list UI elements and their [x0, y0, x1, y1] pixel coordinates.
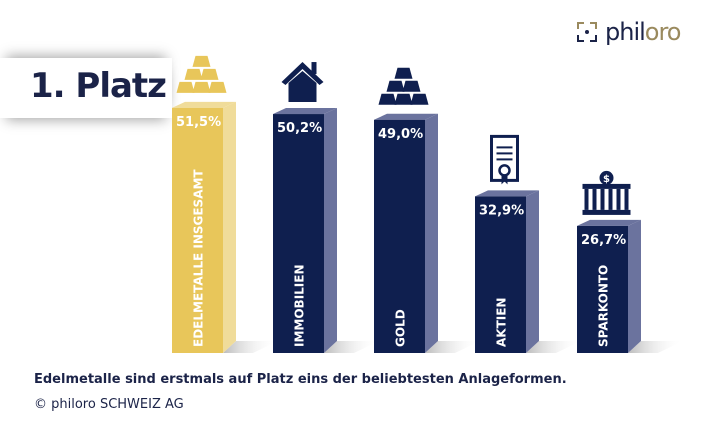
bar-value-label: 50,2%	[277, 121, 322, 136]
bar-top	[172, 101, 236, 108]
bar-top	[577, 219, 641, 226]
gold-bars-icon	[378, 67, 429, 105]
bar-group: 32,9% AKTIEN	[475, 134, 581, 353]
house-icon	[281, 62, 324, 103]
bar-shadow	[628, 341, 683, 353]
bar-side	[324, 108, 337, 353]
bar-top	[273, 108, 337, 115]
bar-shadow	[526, 341, 581, 353]
gold-bars-icon	[176, 55, 227, 93]
logo-mark-icon	[577, 22, 597, 42]
bar-category-label: IMMOBILIEN	[293, 264, 307, 347]
bar-category-label: SPARKONTO	[597, 265, 611, 347]
page-title: 1. Platz	[30, 66, 167, 106]
bar-value-label: 26,7%	[581, 233, 626, 248]
bar-side	[526, 190, 539, 353]
bank-icon: $	[582, 170, 631, 215]
bar-group: 26,7% SPARKONTO $	[577, 170, 683, 353]
bar	[273, 114, 324, 353]
copyright: © philoro SCHWEIZ AG	[34, 397, 184, 412]
bar-side	[628, 219, 641, 353]
logo-text-accent: oro	[644, 18, 682, 46]
bar-category-label: AKTIEN	[495, 298, 509, 347]
philoro-logo: philoro	[575, 18, 681, 46]
bar-group: 51,5% EDELMETALLE INSGESAMT	[172, 55, 278, 353]
logo-text: phil	[605, 18, 646, 46]
bar	[374, 119, 425, 353]
bar	[172, 107, 223, 353]
bar-group: 50,2% IMMOBILIEN	[273, 62, 379, 353]
bar-top	[374, 113, 438, 120]
bar-side	[425, 113, 438, 353]
bar	[475, 196, 526, 353]
title-banner	[0, 58, 172, 118]
bar	[577, 225, 628, 353]
svg-text:$: $	[603, 174, 610, 185]
chart-caption: Edelmetalle sind erstmals auf Platz eins…	[34, 372, 567, 387]
bar-side	[223, 101, 236, 353]
bar-shadow	[324, 341, 379, 353]
bar-value-label: 51,5%	[176, 115, 221, 130]
bar-category-label: GOLD	[394, 309, 408, 347]
bar-top	[475, 190, 539, 197]
bar-shadow	[425, 341, 480, 353]
bar-group: 49,0% GOLD	[374, 67, 480, 353]
bar-value-label: 49,0%	[378, 127, 423, 142]
bar-shadow	[223, 341, 278, 353]
bar-value-label: 32,9%	[479, 203, 524, 218]
bar-category-label: EDELMETALLE INSGESAMT	[192, 169, 206, 347]
certificate-icon	[490, 134, 519, 185]
